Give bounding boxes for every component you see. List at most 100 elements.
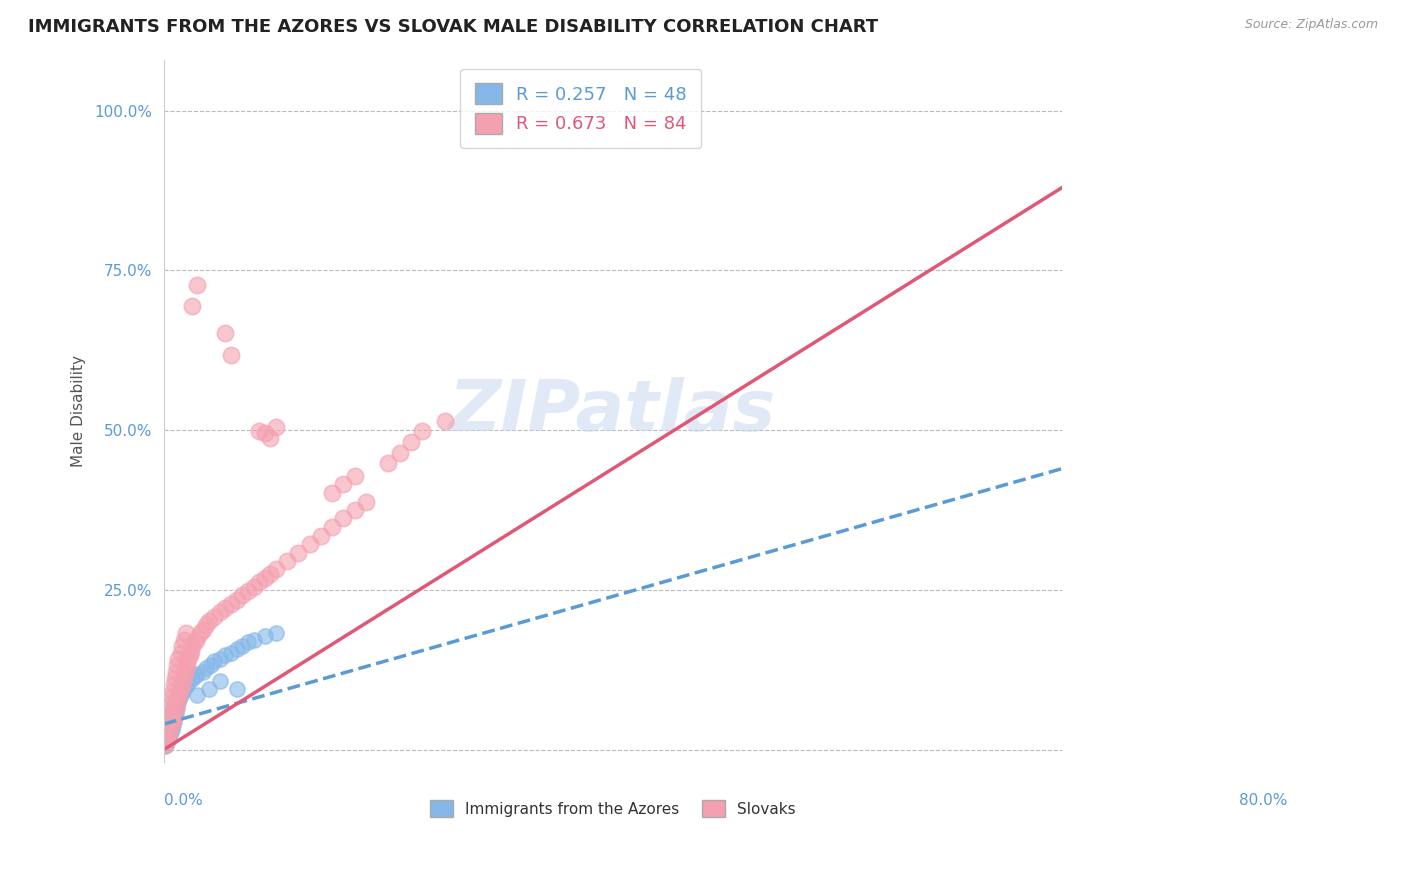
Text: 0.0%: 0.0% [163,793,202,807]
Point [157,720,180,734]
Point [219,348,242,362]
Point [163,707,186,722]
Point [157,717,180,731]
Point [162,703,184,717]
Text: 80.0%: 80.0% [1239,793,1286,807]
Point [247,425,270,439]
Point [202,655,225,669]
Point [253,571,276,585]
Point [165,699,187,714]
Point [156,724,179,739]
Point [160,690,183,705]
Point [236,584,259,599]
Point [176,657,198,671]
Point [157,724,180,739]
Point [208,673,231,688]
Point [259,431,281,445]
Point [170,685,193,699]
Point [160,723,183,738]
Point [186,689,208,703]
Point [343,503,366,517]
Point [174,661,197,675]
Point [166,701,188,715]
Point [159,714,181,728]
Point [163,698,186,712]
Point [153,739,176,754]
Legend: Immigrants from the Azores, Slovaks: Immigrants from the Azores, Slovaks [422,792,804,825]
Point [157,733,180,747]
Point [169,689,191,703]
Point [157,729,180,743]
Point [321,520,343,534]
Point [160,707,183,722]
Point [399,434,422,449]
Point [177,675,200,690]
Point [165,665,187,679]
Point [231,639,253,653]
Point [388,445,411,459]
Point [156,735,179,749]
Point [155,735,177,749]
Point [157,730,180,744]
Point [163,714,186,728]
Point [156,731,179,746]
Point [219,597,242,611]
Point [197,614,219,628]
Point [264,562,287,576]
Point [225,681,247,696]
Point [287,546,309,560]
Point [177,652,200,666]
Point [165,706,187,720]
Point [173,632,195,647]
Point [186,667,208,681]
Point [332,511,354,525]
Point [174,665,197,679]
Point [180,643,202,657]
Point [160,715,183,730]
Point [236,635,259,649]
Point [180,673,202,687]
Point [155,729,177,743]
Point [162,712,184,726]
Point [247,575,270,590]
Point [169,691,191,706]
Point [173,681,195,696]
Point [309,528,332,542]
Point [163,709,186,723]
Point [184,669,207,683]
Point [173,669,195,683]
Point [153,727,176,741]
Point [332,477,354,491]
Point [219,646,242,660]
Point [166,658,188,673]
Point [411,425,433,439]
Point [276,554,298,568]
Point [200,658,222,673]
Point [162,684,184,698]
Point [214,600,236,615]
Point [253,629,276,643]
Point [163,671,186,685]
Point [231,588,253,602]
Point [180,639,202,653]
Point [153,731,176,746]
Point [264,626,287,640]
Point [242,580,264,594]
Point [159,720,181,734]
Point [155,718,177,732]
Point [186,631,208,645]
Point [208,605,231,619]
Point [167,652,190,666]
Point [433,414,456,428]
Point [195,618,218,632]
Point [377,457,399,471]
Point [264,420,287,434]
Point [159,727,181,741]
Point [208,652,231,666]
Point [170,639,193,653]
Point [167,690,190,705]
Point [157,701,180,715]
Point [163,677,186,691]
Point [321,485,343,500]
Point [169,646,191,660]
